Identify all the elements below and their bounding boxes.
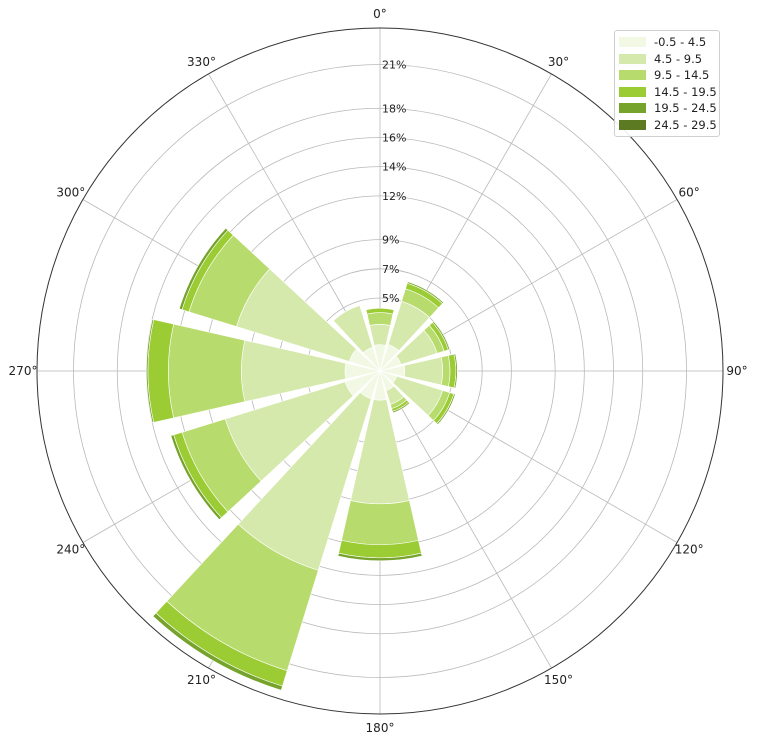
legend-item: 14.5 - 19.5 [619, 84, 717, 101]
radial-tick-label: 12% [382, 190, 406, 203]
angular-gridline [379, 370, 552, 669]
legend-label: 24.5 - 29.5 [654, 117, 717, 132]
radial-tick-label: 16% [382, 131, 406, 144]
bar-segment [369, 323, 391, 346]
radial-tick-label: 7% [382, 263, 399, 276]
angle-tick-label: 0° [373, 7, 387, 21]
angle-tick-label: 30° [548, 55, 569, 69]
bar-segment [453, 353, 458, 389]
bar-segment [440, 355, 451, 387]
bar-segment [152, 612, 283, 691]
bar-segment [366, 312, 394, 326]
bar-segment [341, 500, 419, 545]
legend-item: 24.5 - 29.5 [619, 117, 717, 134]
wind-bars [146, 227, 458, 691]
tick-labels: 5% 7% 9% 12% 14% 16% 18% 21% 0° 30° 60° 90° 120° 150°… [9, 7, 748, 735]
angle-tick-label: 90° [726, 364, 747, 378]
bar-segment [146, 318, 155, 424]
legend-swatch [619, 86, 646, 97]
bar-segment [406, 281, 444, 304]
legend-item: 19.5 - 24.5 [619, 100, 717, 117]
legend: -0.5 - 4.5 4.5 - 9.5 9.5 - 14.5 14.5 - 19.5… [614, 30, 720, 137]
radial-tick-label: 14% [382, 161, 406, 174]
legend-item: 4.5 - 9.5 [619, 51, 715, 68]
legend-swatch [619, 70, 646, 81]
legend-label: -0.5 - 4.5 [654, 35, 707, 50]
legend-item: 9.5 - 14.5 [619, 67, 715, 84]
legend-label: 19.5 - 24.5 [654, 101, 717, 116]
legend-label: 14.5 - 19.5 [654, 84, 717, 99]
legend-label: 4.5 - 9.5 [654, 51, 703, 66]
legend-item: -0.5 - 4.5 [619, 34, 715, 51]
bar-segment [392, 401, 411, 414]
bar-segment [170, 434, 222, 521]
radial-tick-label: 18% [382, 102, 406, 115]
angle-tick-label: 180° [366, 721, 395, 735]
legend-label: 9.5 - 14.5 [654, 68, 710, 83]
legend-swatch [619, 53, 646, 64]
radial-tick-label: 21% [382, 58, 406, 71]
bar-segment [178, 227, 229, 311]
angle-tick-label: 120° [675, 543, 704, 557]
radial-tick-label: 5% [382, 292, 399, 305]
legend-swatch [619, 37, 646, 48]
legend-swatch [619, 119, 646, 130]
angle-tick-label: 210° [187, 673, 216, 687]
angle-tick-label: 150° [544, 673, 573, 687]
bar-segment [332, 305, 374, 354]
bar-segment [337, 552, 423, 562]
bar-segment [168, 323, 246, 419]
angle-tick-label: 60° [679, 186, 700, 200]
bar-segment [432, 320, 451, 351]
radial-tick-label: 9% [382, 234, 399, 247]
bar-segment [436, 393, 456, 425]
legend-swatch [619, 103, 646, 114]
angle-tick-label: 300° [56, 186, 85, 200]
angle-tick-label: 240° [56, 543, 85, 557]
bar-segment [365, 308, 395, 315]
polar-frame [36, 27, 724, 715]
angle-tick-label: 330° [187, 55, 216, 69]
angle-tick-label: 270° [9, 364, 38, 378]
